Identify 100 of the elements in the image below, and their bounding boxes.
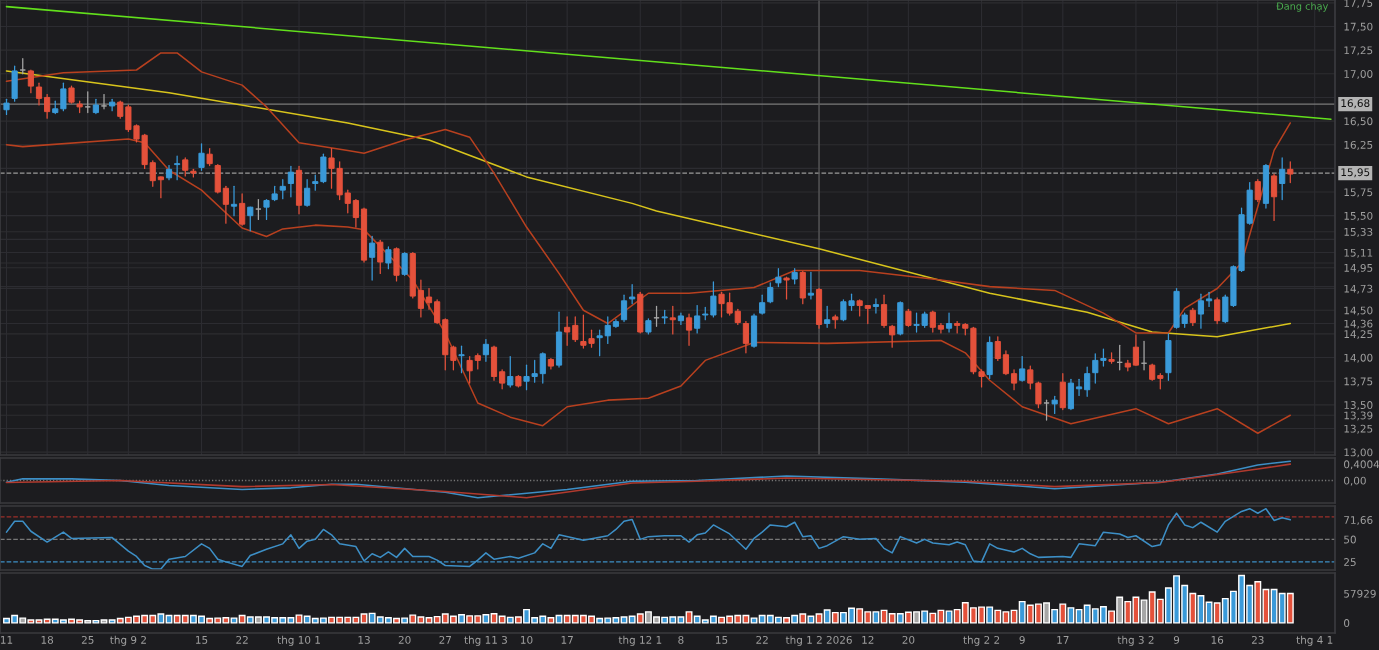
candlestick <box>929 310 936 333</box>
candlestick <box>352 198 359 228</box>
candlestick <box>263 198 270 221</box>
x-tick-label: 8 <box>678 635 684 644</box>
candlestick <box>44 93 51 119</box>
candlestick <box>564 316 571 346</box>
bar <box>555 614 563 624</box>
candlestick <box>247 206 254 232</box>
x-tick-label: 17 <box>561 636 573 644</box>
y-tick-label: 25 <box>1344 558 1356 566</box>
x-tick-label: 11 <box>1 636 13 644</box>
x-tick-label: 17 <box>1057 636 1069 644</box>
line-series <box>5 138 1292 435</box>
candlestick <box>149 160 156 187</box>
y-tick-label: 0 <box>1344 619 1350 627</box>
candlestick <box>1010 369 1018 391</box>
candlestick <box>1254 179 1261 203</box>
y-tick-label: 15,75 <box>1344 188 1373 198</box>
x-tick-label: 12 <box>862 635 874 644</box>
candlestick <box>344 189 351 214</box>
candlestick <box>880 294 888 328</box>
candlestick <box>1019 355 1026 382</box>
candlestick <box>1002 350 1010 376</box>
candlestick <box>1287 161 1294 184</box>
candlestick <box>157 176 164 199</box>
bar <box>490 613 498 624</box>
bar <box>165 614 173 624</box>
x-tick-label: thg 1 2 2026 <box>785 635 852 646</box>
bar <box>100 619 108 624</box>
candlestick <box>255 198 262 221</box>
x-tick-label: 22 <box>756 635 768 644</box>
y-tick-label: 14,50 <box>1344 306 1373 316</box>
x-tick-label: 18 <box>41 635 54 644</box>
candlestick <box>1205 291 1213 308</box>
x-tick-label: thg 11 3 <box>464 635 507 646</box>
bar <box>750 617 758 624</box>
candlestick <box>222 185 229 224</box>
candlestick <box>434 299 441 325</box>
y-tick-label: 16,50 <box>1344 117 1373 127</box>
candlestick <box>401 251 408 276</box>
x-tick-label: 25 <box>81 635 94 644</box>
candlestick <box>174 155 181 181</box>
candlestick <box>369 235 376 281</box>
y-tick-label: 14,25 <box>1344 330 1373 340</box>
x-tick-label: 9 <box>1173 635 1180 644</box>
y-tick-label: 14,73 <box>1344 284 1373 294</box>
candlestick <box>385 246 392 270</box>
x-tick-label: 27 <box>439 635 452 644</box>
candlestick <box>377 239 384 275</box>
candlestick <box>945 312 953 333</box>
y-tick-label: 13,25 <box>1344 424 1373 434</box>
candlestick <box>425 287 433 310</box>
candlestick <box>872 298 880 314</box>
candlestick <box>807 271 814 300</box>
annotation: Đang chạy <box>1276 2 1329 12</box>
candlestick <box>742 320 749 354</box>
candlestick <box>304 179 311 207</box>
x-tick-label: 13 <box>358 635 370 644</box>
candlestick <box>230 185 238 217</box>
candlestick <box>507 355 514 388</box>
y-tick-label: 13,00 <box>1344 448 1373 458</box>
bar <box>425 617 433 624</box>
bar <box>360 613 368 624</box>
candlestick <box>994 336 1001 362</box>
candlestick <box>694 304 701 334</box>
candlestick <box>669 305 676 335</box>
bar <box>815 613 823 624</box>
bar <box>620 616 628 624</box>
candlestick <box>279 179 286 200</box>
candlestick <box>767 282 774 304</box>
candlestick <box>1270 173 1278 222</box>
y-tick-label: 0,4004 <box>1344 460 1379 470</box>
candlestick <box>27 69 34 94</box>
candlestick <box>685 313 693 346</box>
y-tick-label: 71,66 <box>1344 516 1373 525</box>
candlestick <box>1043 399 1050 421</box>
candlestick <box>466 355 473 384</box>
y-tick-label: 57929 <box>1344 589 1376 598</box>
candlestick <box>287 165 294 198</box>
y-tick-label: 13,39 <box>1344 411 1373 421</box>
candlestick <box>482 338 489 362</box>
y-tick-label: 13,50 <box>1344 401 1373 411</box>
y-tick-label: 14,00 <box>1344 353 1373 363</box>
bar <box>35 619 43 624</box>
x-tick-label: thg 2 2 <box>963 635 1000 646</box>
bar <box>230 617 238 624</box>
candlestick <box>239 193 246 226</box>
ref-line-label: 16,68 <box>1341 99 1370 109</box>
y-tick-label: 17,25 <box>1344 46 1373 56</box>
candlestick <box>198 143 205 171</box>
x-tick-label: thg 4 1 <box>1296 635 1333 646</box>
x-tick-label: 9 <box>1019 635 1025 644</box>
candlestick <box>620 294 628 323</box>
candlestick <box>1132 334 1140 366</box>
x-tick-label: 22 <box>236 635 248 644</box>
x-tick-label: thg 12 1 <box>618 635 662 646</box>
candlestick <box>417 279 424 318</box>
y-tick-label: 15,11 <box>1344 248 1373 258</box>
candlestick <box>889 324 896 348</box>
candlestick <box>596 329 603 357</box>
